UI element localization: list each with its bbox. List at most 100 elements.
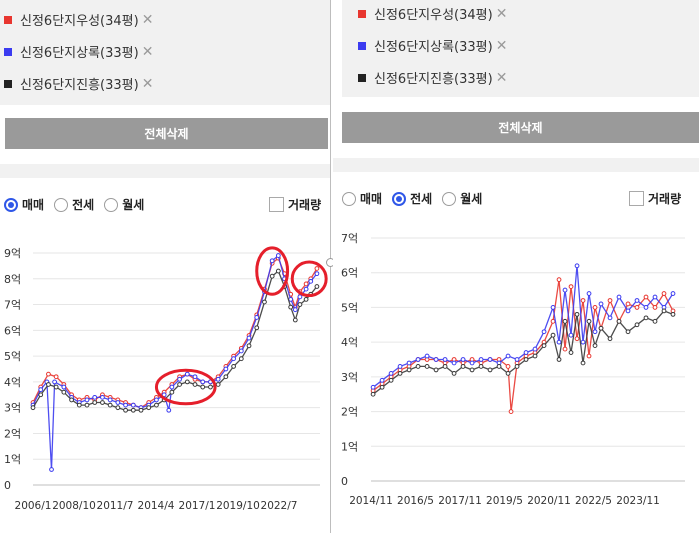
apartment-tag[interactable]: 신정6단지진흥(33평) ✕ (4, 74, 153, 93)
data-point (130, 402, 136, 408)
data-point (254, 315, 260, 320)
checkbox-icon[interactable] (269, 197, 284, 212)
data-point (388, 377, 394, 383)
data-point (192, 382, 198, 387)
selected-apartments-box: 신정6단지우성(34평) ✕ 신정6단지상록(33평) ✕ 신정6단지진흥(33… (0, 0, 330, 105)
volume-toggle[interactable]: 거래량 (629, 190, 681, 207)
data-point (303, 297, 309, 302)
x-tick-label: 2017/1 (179, 500, 216, 512)
data-point (550, 305, 556, 310)
close-icon[interactable]: ✕ (141, 75, 154, 92)
data-point (532, 353, 538, 359)
radio-monthly[interactable]: 월세 (442, 190, 482, 207)
x-tick-label: 2017/11 (438, 495, 482, 507)
radio-sale-label: 매매 (360, 192, 383, 206)
y-tick-label: 6억 (4, 324, 21, 337)
x-tick-label: 2022/7 (261, 500, 298, 512)
volume-toggle[interactable]: 거래량 (269, 196, 321, 213)
radio-jeonse[interactable]: 전세 (54, 196, 94, 213)
data-point (508, 409, 514, 414)
close-icon[interactable]: ✕ (495, 37, 508, 54)
apartment-tag[interactable]: 신정6단지상록(33평) ✕ (4, 42, 153, 61)
data-point (84, 402, 90, 408)
data-point (625, 301, 631, 307)
close-icon[interactable]: ✕ (495, 69, 508, 86)
highlight-circle-annotation (154, 368, 217, 406)
data-point (100, 400, 105, 405)
data-point (169, 384, 175, 390)
data-point (541, 343, 547, 349)
series-color-swatch (4, 15, 12, 24)
data-point (30, 405, 36, 411)
data-point (607, 315, 613, 321)
data-point (130, 407, 136, 413)
data-point (556, 339, 562, 345)
data-point (246, 343, 252, 349)
apartment-tag[interactable]: 신정6단지우성(34평) ✕ (358, 4, 507, 23)
volume-label: 거래량 (648, 192, 682, 206)
y-tick-label: 3억 (341, 371, 358, 384)
radio-monthly-icon[interactable] (104, 197, 119, 212)
data-point (288, 304, 294, 310)
close-icon[interactable]: ✕ (141, 43, 154, 60)
data-point (238, 356, 244, 362)
data-point (505, 370, 511, 376)
apartment-tag[interactable]: 신정6단지진흥(33평) ✕ (358, 68, 507, 87)
data-point (532, 346, 538, 352)
data-point (562, 346, 568, 352)
radio-jeonse-icon[interactable] (392, 191, 407, 206)
apartment-tag[interactable]: 신정6단지상록(33평) ✕ (358, 36, 507, 55)
y-tick-label: 4억 (341, 336, 358, 349)
data-point (607, 298, 613, 303)
data-point (568, 332, 574, 338)
data-point (38, 392, 44, 398)
y-tick-label: 4억 (4, 376, 21, 389)
data-point (297, 294, 303, 300)
close-icon[interactable]: ✕ (141, 11, 154, 28)
data-point (469, 367, 475, 373)
radio-jeonse-icon[interactable] (54, 197, 69, 212)
radio-monthly-icon[interactable] (442, 191, 457, 206)
data-point (208, 384, 213, 390)
data-point (670, 291, 676, 296)
data-point (223, 366, 229, 372)
data-point (652, 294, 658, 300)
y-tick-label: 7억 (341, 232, 358, 245)
data-point (314, 266, 320, 271)
data-point (460, 364, 466, 369)
radio-jeonse[interactable]: 전세 (392, 190, 432, 207)
radio-monthly[interactable]: 월세 (104, 196, 144, 213)
delete-all-button[interactable]: 전체삭제 (5, 118, 328, 149)
data-point (442, 357, 448, 362)
data-point (184, 371, 190, 377)
close-icon[interactable]: ✕ (495, 5, 508, 22)
series-line (32, 254, 318, 470)
data-point (314, 284, 320, 289)
data-point (415, 357, 421, 362)
trade-type-radio-group: 매매 전세 월세 (342, 190, 492, 207)
data-point (505, 353, 511, 359)
apartment-tag[interactable]: 신정6단지우성(34평) ✕ (4, 10, 153, 29)
data-point (223, 374, 229, 380)
data-point (652, 305, 658, 310)
series-color-swatch (4, 47, 12, 56)
x-tick-label: 2023/11 (616, 495, 660, 507)
radio-sale[interactable]: 매매 (4, 196, 44, 213)
data-point (49, 467, 54, 472)
radio-sale-icon[interactable] (4, 197, 18, 212)
data-point (592, 329, 598, 335)
data-point (433, 357, 439, 362)
radio-sale-icon[interactable] (342, 191, 356, 206)
data-point (424, 364, 430, 369)
data-point (487, 357, 493, 362)
section-separator (333, 158, 699, 172)
delete-all-button[interactable]: 전체삭제 (342, 112, 699, 143)
series-line (372, 265, 674, 388)
data-point (643, 315, 649, 321)
checkbox-icon[interactable] (629, 191, 644, 206)
data-point (562, 318, 568, 324)
data-point (451, 370, 457, 376)
data-point (574, 336, 580, 342)
x-tick-label: 2019/5 (486, 495, 523, 507)
radio-sale[interactable]: 매매 (342, 190, 382, 207)
